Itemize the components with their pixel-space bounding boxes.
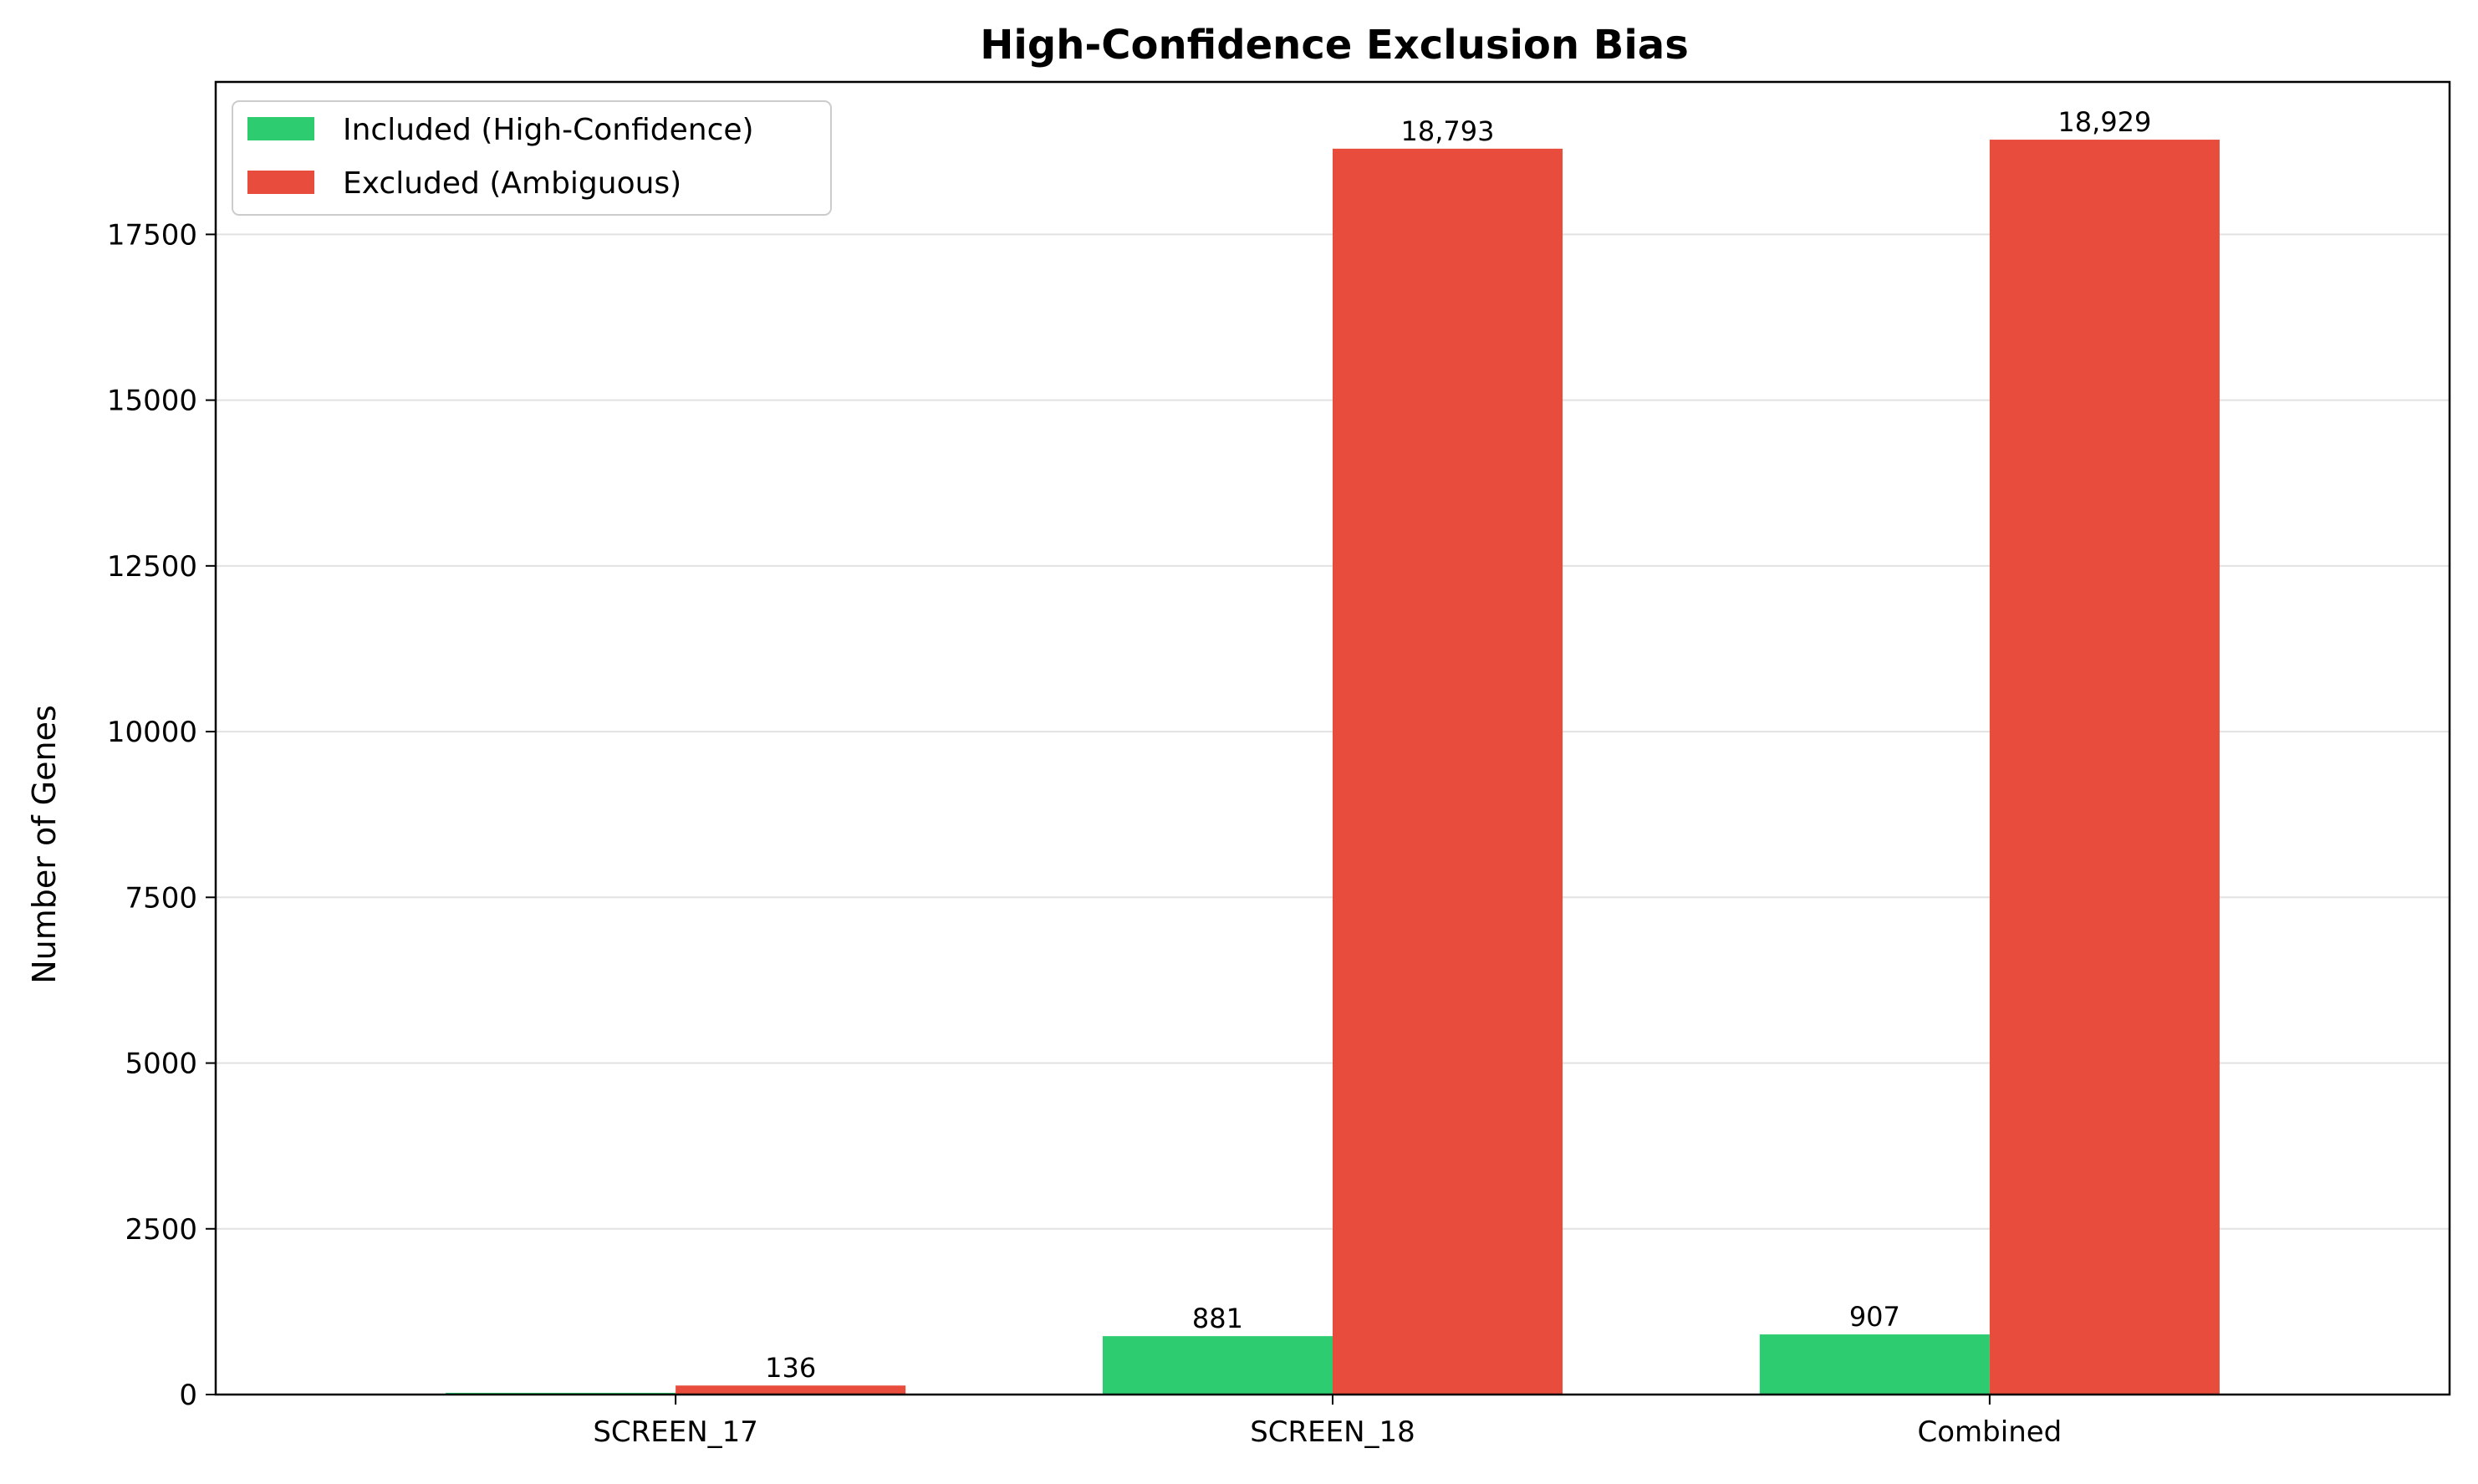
legend-label-excluded: Excluded (Ambiguous) (343, 166, 681, 201)
legend-swatch-included (247, 117, 314, 140)
data-label-excluded-combined: 18,929 (2057, 106, 2151, 138)
bars-layer (446, 140, 2220, 1395)
data-labels-layer: 881 907 136 18,793 18,929 (765, 106, 2151, 1384)
y-tick-label-4: 10000 (107, 716, 197, 749)
data-label-included-combined: 907 (1849, 1301, 1900, 1333)
bar-included-screen_18 (1102, 1336, 1333, 1395)
y-axis-label: Number of Genes (26, 705, 63, 984)
data-label-excluded-screen_17: 136 (765, 1352, 816, 1384)
legend: Included (High-Confidence) Excluded (Amb… (232, 100, 832, 216)
x-tick-label-screen_17: SCREEN_17 (593, 1415, 758, 1449)
y-tick-label-0: 0 (179, 1379, 197, 1412)
data-label-excluded-screen_18: 18,793 (1401, 115, 1495, 147)
axes-layer: 0 2500 5000 7500 10000 12500 15000 17500 SCREEN_… (107, 80, 2451, 1449)
x-tick-label-screen_18: SCREEN_18 (1250, 1415, 1415, 1449)
chart-title: High-Confidence Exclusion Bias (980, 22, 1689, 69)
y-tick-label-6: 15000 (107, 385, 197, 418)
x-tick-label-combined: Combined (1918, 1415, 2062, 1449)
data-label-included-screen_18: 881 (1192, 1303, 1243, 1334)
legend-frame (232, 100, 832, 216)
y-tick-label-2: 5000 (125, 1048, 197, 1081)
y-tick-label-7: 17500 (107, 218, 197, 252)
bar-included-combined (1759, 1334, 1990, 1395)
legend-label-included: Included (High-Confidence) (343, 113, 754, 147)
bar-excluded-screen_18 (1333, 148, 1563, 1395)
bar-excluded-combined (1989, 140, 2220, 1395)
y-tick-label-1: 2500 (125, 1213, 197, 1247)
y-tick-label-3: 7500 (125, 881, 197, 915)
y-tick-label-5: 12500 (107, 550, 197, 584)
bar-excluded-screen_17 (676, 1385, 906, 1395)
legend-swatch-excluded (247, 171, 314, 194)
